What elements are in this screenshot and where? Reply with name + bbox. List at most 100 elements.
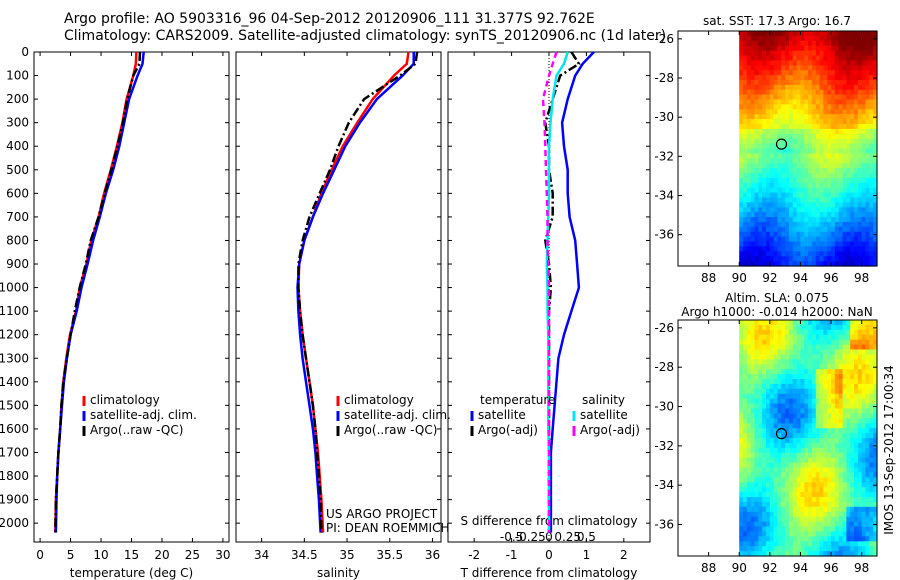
sla-map-cell — [758, 359, 763, 365]
sst-map-cell — [865, 182, 870, 189]
sst-map-cell — [834, 226, 840, 233]
sst-map-cell — [873, 89, 878, 96]
sla-map-cell — [804, 339, 809, 346]
sst-map-cell — [857, 114, 863, 120]
sst-map-cell — [781, 104, 786, 110]
sst-map-cell — [743, 84, 748, 91]
sst-map-cell — [842, 187, 847, 194]
sla-map-cell — [750, 462, 756, 469]
sla-map-cell — [785, 467, 790, 473]
sst-map-cell — [831, 40, 836, 47]
sst-map-cell — [873, 84, 878, 91]
sst-map-cell — [838, 246, 844, 252]
sst-map-cell — [819, 104, 824, 110]
sst-map-cell — [838, 212, 844, 218]
sst-map-cell — [846, 89, 851, 96]
sla-map-cell — [777, 521, 782, 528]
sst-map-cell — [854, 236, 859, 243]
sst-map-cell — [750, 182, 756, 189]
sst-map-cell — [800, 40, 805, 47]
sst-map-cell — [861, 55, 867, 61]
sst-map-cell — [846, 99, 851, 105]
sla-map-cell — [838, 462, 844, 469]
sla-map-cell — [854, 452, 859, 459]
sst-map-cell — [865, 35, 870, 42]
sla-map-cell — [819, 423, 824, 429]
sla-map-cell — [789, 546, 794, 552]
sla-map-cell — [869, 398, 874, 405]
sst-map-cell — [846, 261, 851, 267]
sst-map-cell — [800, 89, 805, 96]
sla-map-cell — [857, 413, 863, 419]
sst-map-cell — [823, 119, 828, 125]
sla-map-cell — [746, 477, 752, 483]
sla-map-cell — [827, 320, 832, 326]
sla-map-cell — [808, 329, 813, 336]
sst-map-cell — [796, 70, 801, 76]
sla-map-cell — [800, 423, 805, 429]
sst-map-cell — [834, 99, 840, 105]
sla-map-cell — [789, 462, 794, 469]
sla-map-cell — [831, 398, 836, 405]
sla-map-cell — [808, 334, 813, 341]
sst-map-cell — [850, 246, 855, 252]
sla-map-cell — [792, 423, 798, 429]
sst-map-cell — [789, 143, 794, 150]
sst-map-cell — [758, 202, 763, 208]
sla-map-cell — [789, 536, 794, 542]
sla-map-cell — [861, 551, 867, 557]
sst-map-cell — [762, 119, 767, 125]
sla-map-cell — [873, 531, 878, 537]
sst-map-cell — [838, 251, 844, 257]
sla-map-cell — [754, 438, 759, 444]
sla-map-cell — [842, 501, 847, 508]
sla-map-cell — [777, 487, 782, 493]
sla-map-cell — [815, 526, 821, 532]
sla-map-cell — [831, 442, 836, 449]
sst-map-cell — [758, 251, 763, 257]
sst-map-cell — [831, 148, 836, 154]
sla-map-cell — [762, 536, 767, 542]
sla-map-cell — [865, 541, 870, 547]
sla-map-cell — [743, 497, 748, 503]
sla-map-cell — [781, 541, 786, 547]
sst-map-cell — [804, 212, 809, 218]
sla-map-cell — [750, 433, 756, 439]
sla-map-cell — [758, 462, 763, 469]
sla-map-cell — [746, 364, 752, 370]
sst-map-cell — [785, 143, 790, 150]
sla-map-cell — [869, 541, 874, 547]
sst-map-cell — [842, 84, 847, 91]
sst-map-cell — [769, 202, 775, 208]
sst-map-cell — [769, 187, 775, 194]
sst-map-cell — [800, 177, 805, 184]
sla-map-cell — [754, 393, 759, 400]
sst-map-cell — [743, 50, 748, 57]
sla-map-cell — [869, 536, 874, 542]
sla-map-cell — [773, 546, 779, 552]
sst-map-cell — [846, 40, 851, 47]
sst-map-cell — [808, 256, 813, 262]
sst-map-cell — [789, 133, 794, 140]
sla-map-cell — [762, 452, 767, 459]
sst-map-cell — [743, 192, 748, 199]
sst-map-cell — [792, 221, 798, 228]
sst-map-cell — [811, 119, 817, 125]
sst-map-cell — [811, 84, 817, 91]
sst-map-cell — [823, 35, 828, 42]
sla-map-cell — [808, 477, 813, 483]
sst-map-cell — [834, 55, 840, 61]
sla-map-cell — [842, 428, 847, 434]
sst-map-cell — [766, 124, 771, 130]
sla-map-cell — [857, 516, 863, 523]
sst-map-cell — [850, 177, 855, 184]
sst-map-cell — [781, 128, 786, 135]
sst-map-cell — [789, 231, 794, 238]
sla-map-cell — [827, 354, 832, 360]
sst-map-cell — [865, 153, 870, 159]
sla-map-cell — [842, 506, 847, 513]
sla-map-cell — [800, 369, 805, 375]
sst-map-cell — [857, 65, 863, 71]
sst-map-cell — [831, 119, 836, 125]
sla-map-cell — [777, 403, 782, 410]
